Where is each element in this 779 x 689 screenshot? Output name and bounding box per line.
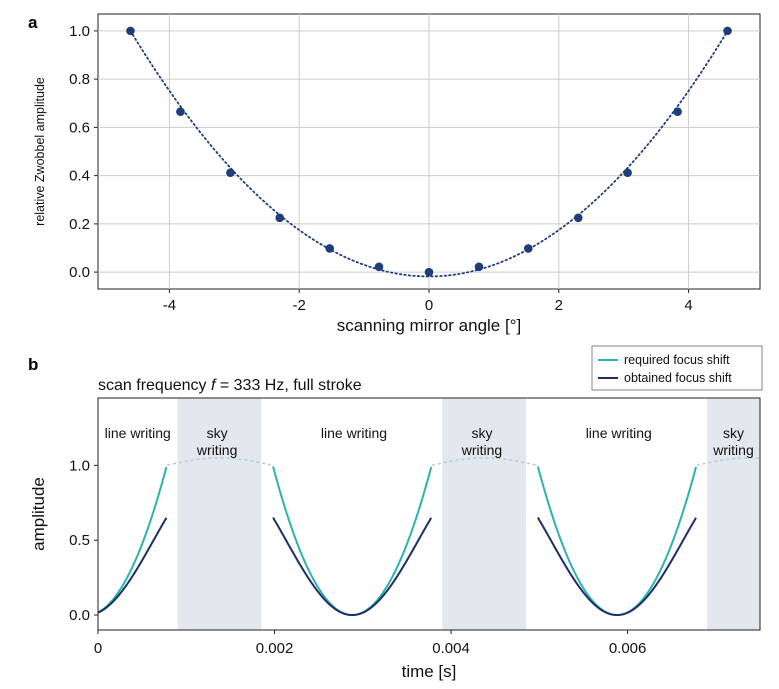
region-label: line writing (321, 425, 387, 441)
y-tick-label: 0.6 (69, 119, 90, 136)
region-label-line: writing (196, 442, 237, 458)
y-tick-label: 0.2 (69, 216, 90, 233)
panel-b-x-axis-label: time [s] (402, 662, 457, 681)
panel-a-grid (98, 14, 760, 289)
legend-box (591, 345, 763, 391)
panel-a: -4 -2 0 2 4 0.0 0.2 0.4 0.6 0.8 1.0 scanning mirr… (33, 13, 761, 335)
x-tick-label: 0.004 (432, 640, 470, 657)
panel-a-y-ticks: 0.0 0.2 0.4 0.6 0.8 1.0 (69, 23, 98, 281)
data-point (126, 26, 135, 36)
data-point (275, 213, 285, 223)
panel-b-y-axis-label: amplitude (29, 477, 48, 551)
panel-b-title: scan frequency f = 333 Hz, full stroke (98, 377, 362, 394)
region-label-line: line writing (105, 425, 171, 441)
panel-a-y-axis-label: relative Zwobbel amplitude (33, 77, 47, 226)
region-label-line: sky (723, 425, 744, 441)
sky-writing-region (177, 398, 262, 630)
x-tick-label: -4 (163, 297, 176, 314)
y-tick-label: 0.0 (69, 607, 90, 624)
panel-a-fit-curve (129, 30, 729, 278)
panel-label-a: a (28, 13, 38, 32)
data-point (325, 244, 335, 253)
y-tick-label: 0.0 (69, 264, 90, 281)
panel-a-x-axis-label: scanning mirror angle [°] (337, 316, 521, 335)
region-label-line: writing (712, 442, 753, 458)
sky-writing-region (442, 398, 527, 630)
region-label-line: line writing (586, 425, 652, 441)
y-tick-label: 1.0 (69, 23, 90, 40)
sky-writing-region (707, 398, 760, 630)
title-prefix: scan frequency (98, 377, 211, 394)
panel-b-sky-regions (177, 398, 760, 630)
series-obtained-focus-shift (97, 517, 697, 617)
region-label: sky writing (712, 425, 753, 458)
title-suffix: = 333 Hz, full stroke (215, 377, 361, 394)
region-label: sky writing (196, 425, 237, 458)
x-tick-label: 0.002 (256, 640, 294, 657)
x-tick-label: 0.006 (609, 640, 647, 657)
x-tick-label: 0 (94, 640, 102, 657)
data-point (524, 244, 533, 253)
data-point (424, 267, 434, 277)
panel-label-b: b (28, 355, 38, 374)
data-point (176, 107, 185, 116)
y-tick-label: 1.0 (69, 457, 90, 474)
region-label-line: sky (471, 425, 492, 441)
x-tick-label: -2 (293, 297, 306, 314)
data-point (573, 213, 583, 223)
data-point (723, 26, 732, 36)
legend-label-required: required focus shift (624, 353, 730, 367)
region-label-line: sky (207, 425, 228, 441)
region-label: line writing (586, 425, 652, 441)
panel-b-y-ticks: 0.0 0.5 1.0 (69, 457, 98, 624)
fit-curve (129, 30, 729, 278)
data-point (623, 168, 632, 178)
y-tick-label: 0.5 (69, 532, 90, 549)
title-variable: f (211, 377, 217, 394)
panel-a-data-points (126, 26, 732, 277)
region-label: line writing (105, 425, 171, 441)
panel-b-x-ticks: 0 0.002 0.004 0.006 (94, 630, 647, 657)
region-label: sky writing (461, 425, 502, 458)
region-label-line: writing (461, 442, 502, 458)
x-tick-label: 0 (425, 297, 433, 314)
x-tick-label: 4 (684, 297, 692, 314)
y-tick-label: 0.4 (69, 168, 90, 185)
series-required-sky-guide (166, 457, 761, 466)
data-point (226, 168, 235, 178)
data-point (374, 262, 384, 272)
panel-b-series (97, 457, 761, 617)
data-point (474, 262, 484, 272)
panel-b-legend: required focus shift obtained focus shif… (591, 345, 763, 391)
panel-a-x-ticks: -4 -2 0 2 4 (163, 289, 693, 314)
x-tick-label: 2 (555, 297, 563, 314)
y-tick-label: 0.8 (69, 71, 90, 88)
panel-b-frame (97, 397, 761, 631)
region-label-line: line writing (321, 425, 387, 441)
legend-label-obtained: obtained focus shift (624, 371, 732, 385)
data-point (673, 107, 682, 116)
